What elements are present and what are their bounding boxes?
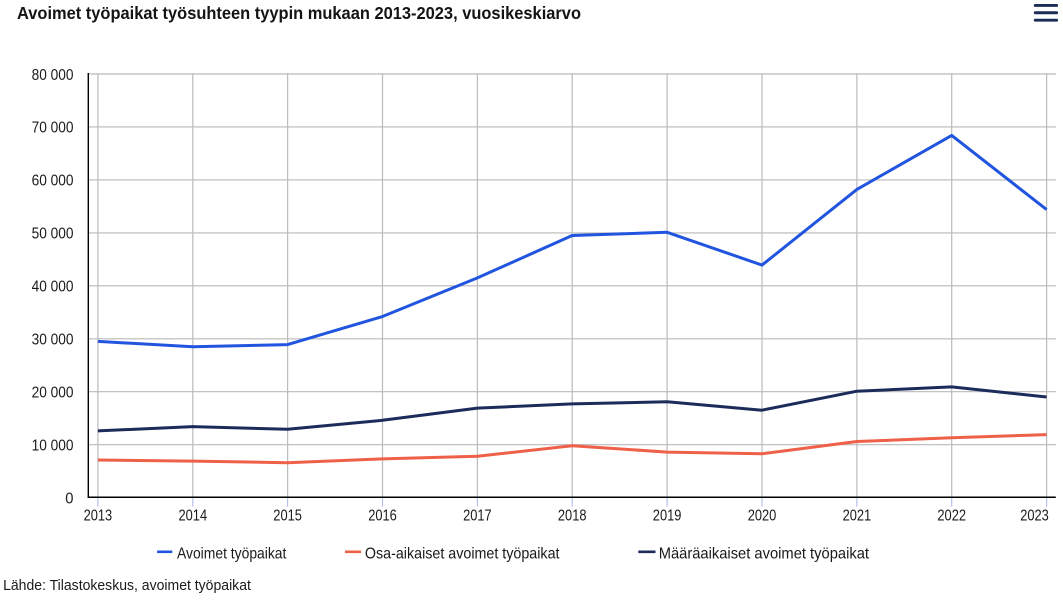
svg-text:2020: 2020 — [748, 507, 777, 524]
svg-text:2015: 2015 — [273, 507, 302, 524]
svg-text:Lähde: Tilastokeskus, avoimet: Lähde: Tilastokeskus, avoimet työpaikat — [3, 578, 251, 594]
svg-text:2019: 2019 — [653, 507, 682, 524]
svg-text:Osa-aikaiset avoimet työpaikat: Osa-aikaiset avoimet työpaikat — [365, 546, 560, 563]
svg-text:80 000: 80 000 — [32, 67, 74, 84]
svg-text:2021: 2021 — [843, 507, 872, 524]
svg-text:2023: 2023 — [1020, 507, 1049, 524]
svg-text:30 000: 30 000 — [32, 332, 74, 349]
svg-text:2018: 2018 — [558, 507, 587, 524]
svg-text:60 000: 60 000 — [32, 173, 74, 190]
svg-text:70 000: 70 000 — [32, 120, 74, 137]
svg-text:2013: 2013 — [84, 507, 113, 524]
svg-text:2022: 2022 — [937, 507, 966, 524]
svg-text:40 000: 40 000 — [32, 279, 74, 296]
svg-text:10 000: 10 000 — [32, 438, 74, 455]
svg-text:2016: 2016 — [368, 507, 397, 524]
svg-text:0: 0 — [65, 490, 73, 507]
svg-text:Avoimet työpaikat työsuhteen t: Avoimet työpaikat työsuhteen tyypin muka… — [17, 3, 581, 23]
svg-text:20 000: 20 000 — [32, 385, 74, 402]
svg-text:2017: 2017 — [463, 507, 492, 524]
svg-text:50 000: 50 000 — [32, 226, 74, 243]
svg-text:Avoimet työpaikat: Avoimet työpaikat — [177, 546, 287, 563]
svg-text:2014: 2014 — [179, 507, 208, 524]
svg-text:Määräaikaiset avoimet työpaika: Määräaikaiset avoimet työpaikat — [659, 546, 870, 563]
